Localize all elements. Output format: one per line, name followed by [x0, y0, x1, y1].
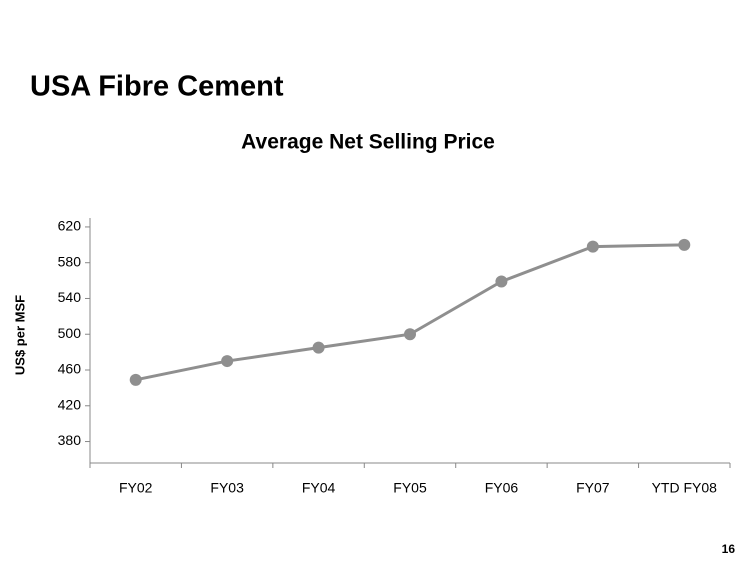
x-tick-label: FY05	[393, 480, 427, 496]
y-tick-label: 540	[58, 289, 82, 305]
y-tick-label: 460	[58, 361, 82, 377]
line	[135, 243, 685, 382]
marker	[404, 328, 416, 341]
marker	[495, 275, 508, 288]
page-number: 16	[722, 542, 736, 556]
slide-title: USA Fibre Cement	[30, 71, 284, 103]
marker	[221, 355, 234, 368]
marker	[129, 373, 142, 386]
x-tick-label: FY07	[576, 480, 610, 496]
marker	[678, 238, 691, 251]
x-tick-label: YTD FY08	[652, 480, 718, 496]
marker	[312, 341, 325, 354]
chart-title: Average Net Selling Price	[241, 131, 495, 154]
marker	[586, 240, 599, 253]
x-tick-label: FY04	[302, 480, 336, 496]
y-tick-label: 620	[58, 218, 82, 234]
y-tick-label: 420	[58, 396, 82, 412]
y-tick-label: 500	[58, 325, 82, 341]
x-tick-label: FY03	[210, 480, 244, 496]
y-axis-label: US$ per MSF	[12, 295, 27, 375]
x-tick-label: FY02	[119, 480, 153, 496]
x-tick-label: FY06	[485, 480, 519, 496]
y-tick-label: 380	[58, 432, 82, 448]
y-tick-label: 580	[58, 253, 82, 269]
